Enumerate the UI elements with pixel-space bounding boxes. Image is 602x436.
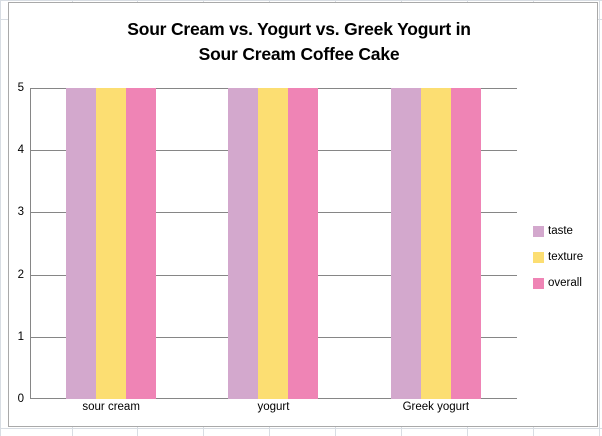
- x-axis-labels: sour cream yogurt Greek yogurt: [30, 401, 517, 413]
- bar-greek-yogurt-taste[interactable]: [390, 88, 421, 399]
- sheet-column-divider: [0, 0, 1, 436]
- x-label-sour-cream: sour cream: [82, 401, 140, 413]
- chart-legend: taste texture overall: [533, 218, 583, 296]
- legend-item-overall[interactable]: overall: [533, 270, 583, 296]
- legend-item-taste[interactable]: taste: [533, 218, 583, 244]
- bar-greek-yogurt-overall[interactable]: [450, 88, 481, 399]
- bar-group-sour-cream: [30, 88, 192, 399]
- bar-group-yogurt: [192, 88, 354, 399]
- legend-swatch-taste: [533, 225, 544, 237]
- y-tick-label-4: 4: [17, 144, 24, 157]
- bar-yogurt-overall[interactable]: [288, 88, 319, 399]
- y-tick-label-0: 0: [17, 393, 24, 405]
- chart-title: Sour Cream vs. Yogurt vs. Greek Yogurt i…: [49, 17, 549, 67]
- legend-label-taste: taste: [548, 225, 573, 237]
- sheet-column-divider: [599, 0, 600, 436]
- bar-sour-cream-overall[interactable]: [126, 88, 157, 399]
- bar-yogurt-texture[interactable]: [258, 88, 289, 399]
- legend-item-texture[interactable]: texture: [533, 244, 583, 270]
- bar-yogurt-taste[interactable]: [228, 88, 259, 399]
- x-label-yogurt: yogurt: [257, 401, 290, 413]
- sheet-row-divider: [0, 0, 602, 1]
- bar-greek-yogurt-texture[interactable]: [420, 88, 451, 399]
- legend-swatch-texture: [533, 251, 544, 263]
- y-tick-label-2: 2: [17, 268, 24, 281]
- plot-area: 5 4 3 2 1 0: [18, 82, 517, 405]
- y-tick-label-1: 1: [17, 330, 24, 343]
- bar-sour-cream-texture[interactable]: [96, 88, 127, 399]
- chart-object[interactable]: Sour Cream vs. Yogurt vs. Greek Yogurt i…: [8, 2, 598, 427]
- x-label-greek-yogurt: Greek yogurt: [402, 401, 470, 413]
- chart-title-line-2: Sour Cream Coffee Cake: [198, 44, 400, 64]
- legend-label-texture: texture: [548, 251, 584, 263]
- bars-layer: [30, 88, 517, 399]
- chart-title-line-1: Sour Cream vs. Yogurt vs. Greek Yogurt i…: [127, 19, 471, 39]
- bar-sour-cream-taste[interactable]: [66, 88, 97, 399]
- y-tick-label-3: 3: [17, 206, 24, 219]
- legend-label-overall: overall: [548, 277, 582, 289]
- bar-group-greek-yogurt: [355, 88, 517, 399]
- y-tick-label-5: 5: [17, 82, 24, 94]
- sheet-row-divider: [0, 428, 602, 429]
- legend-swatch-overall: [533, 277, 544, 289]
